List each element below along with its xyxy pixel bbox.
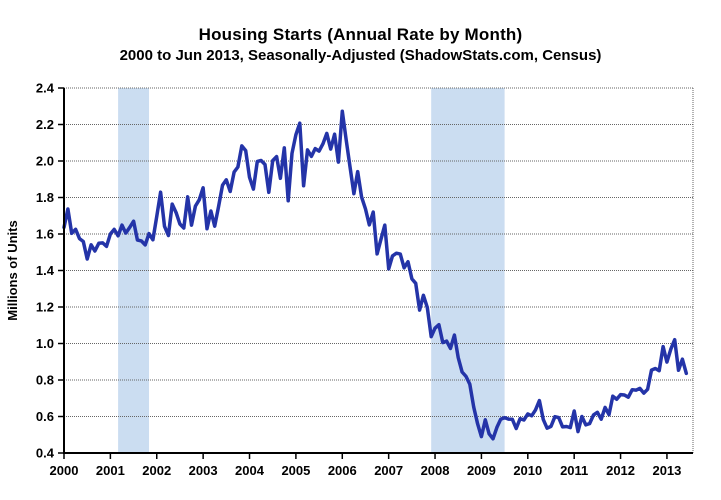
- housing-starts-line: [62, 109, 689, 441]
- x-tick-label: 2010: [513, 463, 542, 478]
- x-tick-label: 2011: [560, 463, 588, 478]
- recession-band: [118, 88, 150, 453]
- y-tick-label: 1.2: [36, 300, 54, 315]
- x-tick-label: 2001: [96, 463, 125, 478]
- y-tick-label: 0.4: [36, 446, 55, 461]
- x-tick-label: 2009: [467, 463, 496, 478]
- y-tick-label: 0.6: [36, 409, 54, 424]
- x-tick-label: 2003: [189, 463, 218, 478]
- y-axis-title: Millions of Units: [5, 220, 20, 320]
- y-tick-label: 1.0: [36, 336, 54, 351]
- x-tick-label: 2000: [50, 463, 79, 478]
- x-tick-label: 2007: [374, 463, 403, 478]
- x-tick-label: 2005: [281, 463, 310, 478]
- y-tick-label: 2.0: [36, 154, 54, 169]
- x-tick-label: 2002: [142, 463, 171, 478]
- x-tick-label: 2012: [606, 463, 635, 478]
- chart-subtitle: 2000 to Jun 2013, Seasonally-Adjusted (S…: [119, 47, 602, 64]
- chart-title: Housing Starts (Annual Rate by Month): [198, 25, 523, 44]
- y-tick-label: 0.8: [36, 373, 54, 388]
- x-tick-label: 2006: [328, 463, 357, 478]
- y-tick-label: 2.2: [36, 117, 54, 132]
- y-tick-label: 1.6: [36, 227, 54, 242]
- x-tick-label: 2004: [235, 463, 265, 478]
- y-tick-label: 1.8: [36, 190, 54, 205]
- y-tick-label: 1.4: [36, 263, 55, 278]
- y-tick-label: 2.4: [36, 81, 55, 96]
- x-tick-label: 2008: [421, 463, 450, 478]
- x-tick-label: 2013: [652, 463, 681, 478]
